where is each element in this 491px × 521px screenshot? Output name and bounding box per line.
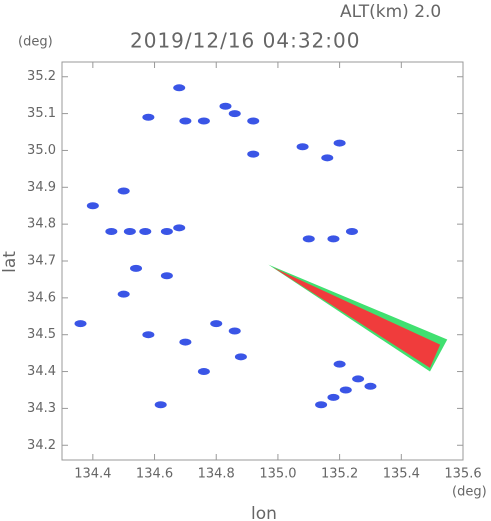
echo	[327, 235, 340, 243]
echo	[247, 117, 260, 125]
y-tick-label: 35.1	[27, 106, 56, 121]
plot-frame	[61, 61, 464, 461]
chart-title: 2019/12/16 04:32:00	[130, 29, 360, 53]
x-tick-label: 134.6	[136, 467, 173, 482]
y-tick-label: 35.0	[27, 143, 56, 158]
x-tick-label: 134.4	[74, 467, 111, 482]
echo	[219, 102, 232, 110]
echo	[142, 331, 155, 339]
x-tick-label: 134.8	[198, 467, 235, 482]
y-axis-label: lat	[0, 251, 20, 273]
echo	[154, 401, 167, 409]
y-tick-label: 35.2	[27, 69, 56, 84]
echo	[352, 375, 365, 383]
y-tick-label: 34.4	[27, 364, 56, 379]
y-tick-label: 34.2	[27, 438, 56, 453]
echo	[327, 393, 340, 401]
x-tick-label: 135.6	[444, 467, 481, 482]
echo	[210, 320, 223, 328]
y-tick-label: 34.8	[27, 217, 56, 232]
echo	[197, 368, 210, 376]
echo	[179, 117, 192, 125]
y-tick-label: 34.3	[27, 401, 56, 416]
echo	[333, 139, 346, 147]
x-axis-label: lon	[251, 504, 277, 521]
echo	[234, 353, 247, 361]
y-tick-label: 34.9	[27, 180, 56, 195]
echo	[139, 228, 152, 236]
echo	[296, 143, 309, 151]
x-tick-label: 135.0	[259, 467, 296, 482]
echo	[302, 235, 315, 243]
echo	[123, 228, 136, 236]
echo	[173, 84, 186, 92]
echo	[142, 113, 155, 121]
echo	[179, 338, 192, 346]
echo	[247, 150, 260, 158]
echo	[339, 386, 352, 394]
echo	[228, 327, 241, 335]
y-tick-label: 34.7	[27, 254, 56, 269]
x-tick-label: 135.2	[321, 467, 358, 482]
y-tick-label: 34.5	[27, 327, 56, 342]
y-tick-label: 34.6	[27, 290, 56, 305]
echo	[321, 154, 334, 162]
echo	[86, 202, 99, 210]
echo	[173, 224, 186, 232]
echo	[333, 360, 346, 368]
echo	[160, 228, 173, 236]
y-unit: (deg)	[18, 35, 53, 50]
x-tick-label: 135.4	[383, 467, 420, 482]
echo	[345, 228, 358, 236]
echo	[160, 272, 173, 280]
echo	[364, 382, 377, 390]
echo	[117, 290, 130, 298]
echo	[315, 401, 328, 409]
x-unit: (deg)	[452, 485, 487, 500]
echo	[117, 187, 130, 195]
echo	[74, 320, 87, 328]
echo	[105, 228, 118, 236]
echo	[228, 110, 241, 118]
altitude-label: ALT(km) 2.0	[340, 2, 441, 22]
echo-wedge	[273, 267, 441, 368]
echo	[197, 117, 210, 125]
echo	[130, 264, 143, 272]
